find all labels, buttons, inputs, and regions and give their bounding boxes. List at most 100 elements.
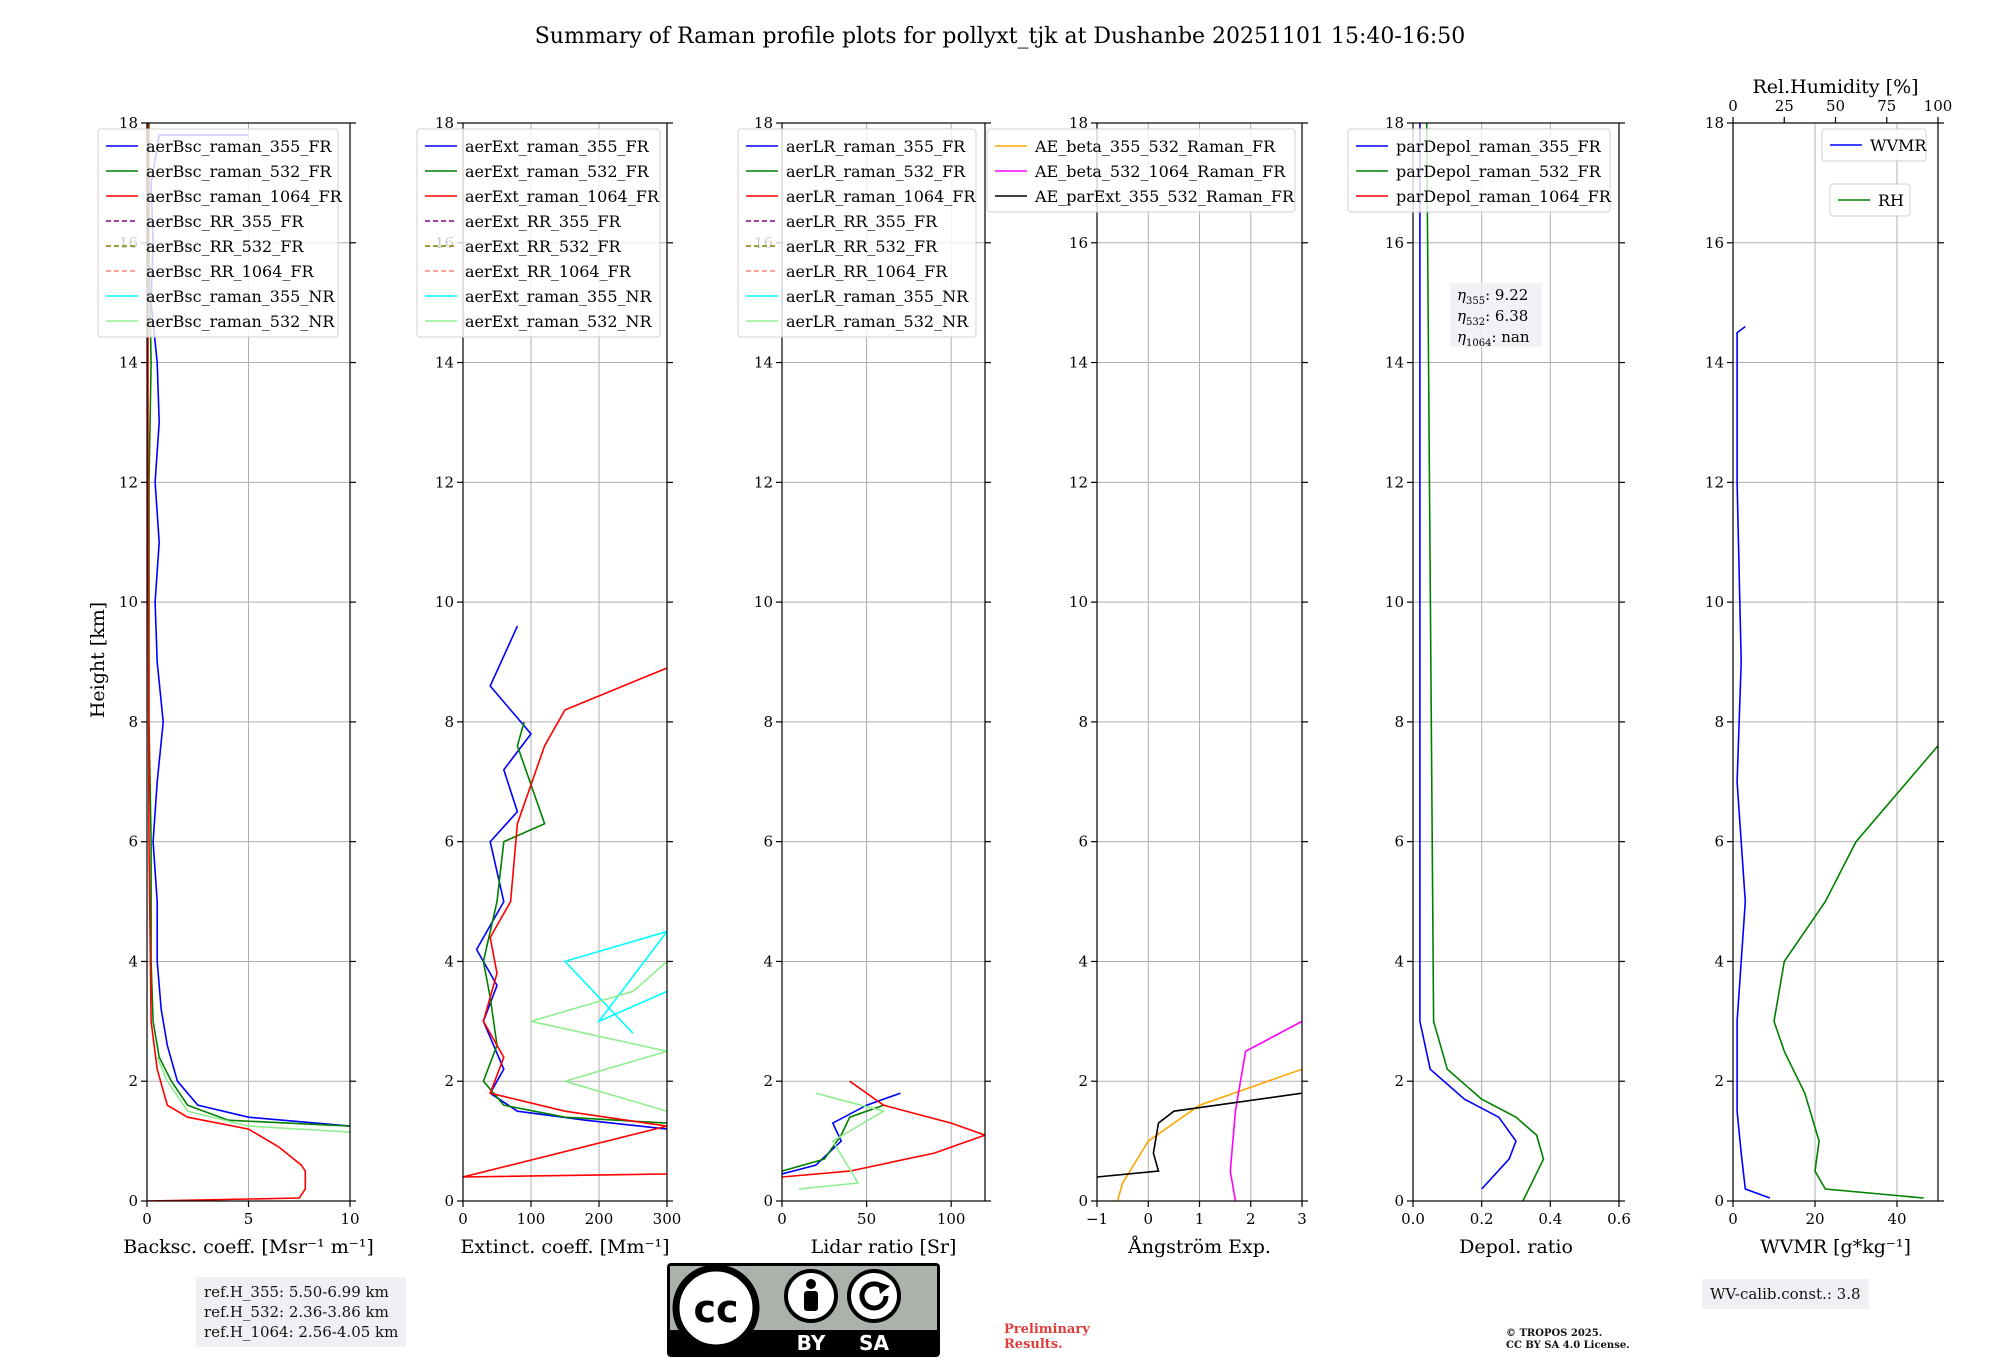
legend-frame (1821, 128, 1927, 162)
series-aerLR_raman_532_FR (782, 1104, 884, 1172)
y-tick-label: 10 (754, 593, 773, 611)
x-axis-label: Backsc. coeff. [Msr⁻¹ m⁻¹] (123, 1236, 374, 1258)
legend-label: aerBsc_raman_532_NR (146, 312, 335, 331)
legend-label: aerBsc_raman_1064_FR (146, 187, 343, 206)
panel-3: 024681012141618050100Lidar ratio [Sr]aer… (737, 114, 991, 1258)
series-AE_beta_355_532_Raman_FR (1116, 1068, 1302, 1201)
axes-frame (1732, 122, 1939, 1202)
y-tick-label: 2 (1714, 1072, 1724, 1090)
eta-value: : 9.22 (1485, 286, 1528, 304)
y-tick-label: 6 (1394, 833, 1404, 851)
series-aerLR_raman_1064_FR (782, 1080, 985, 1178)
y-tick-label: 0 (1714, 1192, 1724, 1210)
y-tick-label: 6 (1078, 833, 1088, 851)
y-tick-label: 8 (763, 713, 773, 731)
top-axis-label: Rel.Humidity [%] (1752, 76, 1918, 98)
top-x-tick-label: 100 (1924, 97, 1953, 115)
x-tick-label: 0 (142, 1210, 152, 1228)
y-tick-label: 8 (1394, 713, 1404, 731)
copyright-line-1: © TROPOS 2025. (1506, 1328, 1603, 1339)
series-WVMR (1736, 325, 1771, 1199)
legend-label: aerLR_raman_532_NR (786, 312, 969, 331)
legend-label: aerBsc_RR_532_FR (146, 237, 304, 256)
legend-label: aerLR_raman_355_FR (786, 137, 966, 156)
legend-box: AE_beta_355_532_Raman_FR AE_beta_532_1064… (986, 128, 1296, 213)
eta-line: η1064: nan (1457, 328, 1530, 349)
y-tick-label: 4 (1078, 952, 1088, 970)
legend-frame (416, 128, 661, 338)
legend-label: AE_parExt_355_532_Raman_FR (1034, 187, 1295, 206)
legend-box: aerLR_raman_355_FR aerLR_raman_532_FR aerL… (737, 128, 977, 338)
series-group (1097, 1020, 1302, 1201)
cc-logo-text: cc (693, 1287, 738, 1331)
legend-label: aerBsc_RR_1064_FR (146, 262, 315, 281)
series-group (1736, 325, 1938, 1199)
x-tick-label: 200 (585, 1210, 614, 1228)
cc-logo-icon (672, 1264, 760, 1352)
x-tick-label: −1 (1086, 1210, 1108, 1228)
wv-calib-box: WV-calib.const.: 3.8 (1702, 1279, 1869, 1309)
x-tick-label: 0.6 (1607, 1210, 1631, 1228)
y-tick-label: 0 (444, 1192, 454, 1210)
y-tick-label: 14 (1705, 354, 1724, 372)
x-tick-label: 3 (1297, 1210, 1307, 1228)
legend-label: aerExt_RR_1064_FR (465, 262, 632, 281)
eta-box (1450, 283, 1542, 347)
copyright-line-2: CC BY SA 4.0 License. (1506, 1340, 1630, 1351)
y-tick-label: 12 (119, 473, 138, 491)
y-tick-label: 4 (763, 952, 773, 970)
top-x-tick-label: 75 (1877, 97, 1896, 115)
y-tick-label: 16 (1069, 234, 1088, 252)
preliminary-line-2: Results. (1004, 1337, 1063, 1352)
series-aerLR_raman_355_FR (782, 1092, 901, 1175)
legend-box-rh: RH (1829, 183, 1911, 217)
legend-box: aerExt_raman_355_FR aerExt_raman_532_FRae… (416, 128, 661, 338)
y-tick-label: 0 (763, 1192, 773, 1210)
badge-by-label: BY (797, 1331, 826, 1355)
legend-label: aerLR_raman_1064_FR (786, 187, 976, 206)
eta-subscript: 355 (1466, 296, 1485, 307)
legend-frame (986, 128, 1296, 213)
preliminary-note: Preliminary Results. (1004, 1322, 1090, 1352)
y-tick-label: 14 (754, 354, 773, 372)
legend-label-wvmr: WVMR (1870, 136, 1927, 155)
series-aerBsc_raman_1064_FR (147, 123, 307, 1201)
y-tick-label: 18 (119, 114, 138, 132)
y-tick-label: 6 (763, 833, 773, 851)
series-group (782, 1080, 985, 1190)
y-tick-label: 8 (444, 713, 454, 731)
legend-frame (737, 128, 977, 338)
eta-value: : 6.38 (1485, 307, 1528, 325)
x-axis-label: Extinct. coeff. [Mm⁻¹] (460, 1236, 669, 1258)
y-tick-label: 16 (1705, 234, 1724, 252)
ref-heights-box: ref.H_355: 5.50-6.99 km ref.H_532: 2.36-… (196, 1277, 407, 1347)
x-axis-label: Ångström Exp. (1127, 1236, 1271, 1258)
x-tick-label: 0 (1143, 1210, 1153, 1228)
y-tick-label: 18 (435, 114, 454, 132)
series-group (463, 625, 667, 1178)
eta-symbol: η (1457, 307, 1466, 325)
series-AE_parExt_355_532_Raman_FR (1097, 1092, 1302, 1178)
y-tick-label: 10 (119, 593, 138, 611)
y-tick-label: 2 (128, 1072, 138, 1090)
y-tick-label: 10 (435, 593, 454, 611)
legend-label: AE_beta_355_532_Raman_FR (1034, 137, 1276, 156)
legend-label: parDepol_raman_355_FR (1396, 137, 1602, 156)
y-tick-label: 2 (1078, 1072, 1088, 1090)
series-AE_beta_532_1064_Raman_FR (1229, 1020, 1302, 1201)
x-tick-label: 100 (517, 1210, 546, 1228)
ref-height-1064: ref.H_1064: 2.56-4.05 km (204, 1323, 399, 1341)
y-tick-label: 0 (128, 1192, 138, 1210)
cc-by-sa-badge: cc BY SA (667, 1263, 940, 1357)
y-tick-label: 4 (1394, 952, 1404, 970)
y-tick-label: 8 (1714, 713, 1724, 731)
y-tick-label: 8 (128, 713, 138, 731)
eta-line: η355: 9.22 (1457, 286, 1528, 307)
legend-box: aerBsc_raman_355_FR aerBsc_raman_532_FRae… (97, 128, 343, 338)
x-axis-label: Depol. ratio (1459, 1236, 1573, 1258)
y-axis-label: Height [km] (87, 602, 109, 718)
x-tick-label: 100 (937, 1210, 966, 1228)
y-tick-label: 18 (1069, 114, 1088, 132)
